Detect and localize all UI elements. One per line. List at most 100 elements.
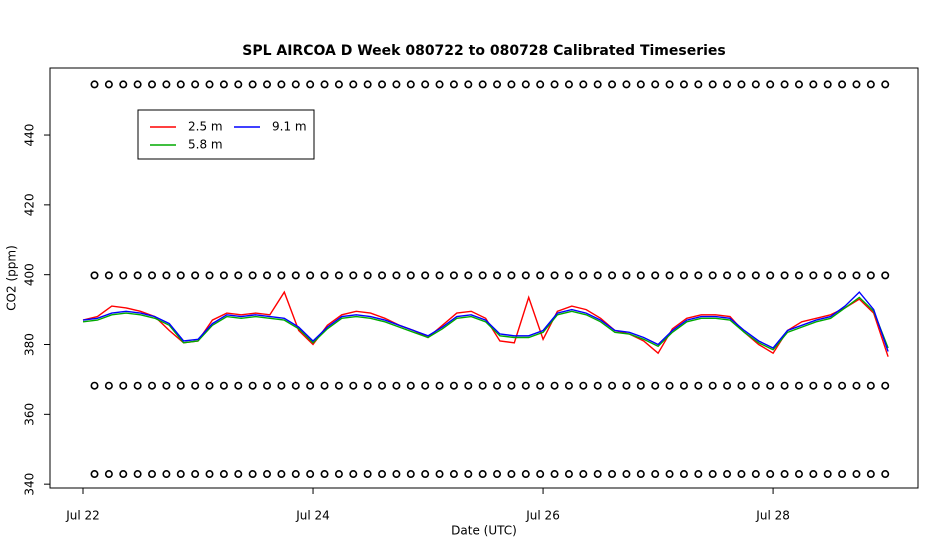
calibration-point (133, 470, 142, 479)
calibration-point (579, 271, 588, 280)
series-line (82, 296, 889, 351)
calibration-point (521, 381, 530, 390)
calibration-point (622, 381, 631, 390)
calibration-point (176, 470, 185, 479)
calibration-point (636, 271, 645, 280)
calibration-point (708, 381, 717, 390)
calibration-point (881, 381, 890, 390)
calibration-point (794, 381, 803, 390)
calibration-point (536, 381, 545, 390)
calibration-point (104, 271, 113, 280)
x-tick-label: Jul 26 (525, 509, 560, 523)
calibration-point (723, 80, 732, 89)
calibration-point (679, 271, 688, 280)
calibration-point (421, 80, 430, 89)
calibration-point (622, 80, 631, 89)
calibration-point (579, 381, 588, 390)
calibration-point (838, 470, 847, 479)
calibration-point (378, 80, 387, 89)
calibration-point (478, 80, 487, 89)
calibration-point (363, 271, 372, 280)
calibration-point (234, 80, 243, 89)
calibration-point (205, 80, 214, 89)
calibration-point (823, 271, 832, 280)
calibration-point (838, 271, 847, 280)
calibration-point (306, 381, 315, 390)
calibration-point (507, 271, 516, 280)
calibration-point (435, 80, 444, 89)
calibration-point (780, 470, 789, 479)
calibration-point (493, 470, 502, 479)
calibration-point (219, 80, 228, 89)
calibration-point (263, 381, 272, 390)
calibration-point (751, 470, 760, 479)
calibration-point (349, 80, 358, 89)
calibration-point (550, 271, 559, 280)
x-tick-label: Jul 24 (295, 509, 330, 523)
y-tick-label: 360 (23, 403, 37, 426)
calibration-point (104, 470, 113, 479)
calibration-point (866, 470, 875, 479)
calibration-point (536, 470, 545, 479)
calibration-point (464, 80, 473, 89)
calibration-point (435, 381, 444, 390)
calibration-point (306, 271, 315, 280)
legend-label: 9.1 m (272, 120, 307, 134)
calibration-point (133, 381, 142, 390)
y-tick-label: 340 (23, 473, 37, 496)
calibration-point (334, 470, 343, 479)
calibration-point (780, 80, 789, 89)
x-tick-label: Jul 22 (65, 509, 100, 523)
legend-label: 5.8 m (188, 138, 223, 152)
calibration-point (378, 271, 387, 280)
calibration-point (320, 470, 329, 479)
calibration-point (392, 381, 401, 390)
legend: 2.5 m 5.8 m 9.1 m (137, 109, 315, 160)
calibration-point (277, 80, 286, 89)
calibration-point (234, 271, 243, 280)
calibration-point (263, 271, 272, 280)
calibration-point (148, 470, 157, 479)
calibration-point (449, 80, 458, 89)
calibration-point (737, 470, 746, 479)
calibration-point (723, 470, 732, 479)
calibration-point (507, 381, 516, 390)
calibration-point (219, 271, 228, 280)
calibration-point (593, 80, 602, 89)
calibration-point (148, 271, 157, 280)
calibration-point (766, 381, 775, 390)
calibration-point (665, 381, 674, 390)
calibration-point (651, 271, 660, 280)
calibration-point (176, 381, 185, 390)
calibration-point (593, 271, 602, 280)
calibration-point (90, 470, 99, 479)
calibration-point (852, 80, 861, 89)
calibration-point (478, 470, 487, 479)
calibration-point (378, 381, 387, 390)
calibration-point (90, 381, 99, 390)
calibration-point (622, 271, 631, 280)
calibration-point (406, 80, 415, 89)
calibration-point (608, 470, 617, 479)
calibration-point (564, 381, 573, 390)
calibration-point (248, 80, 257, 89)
calibration-point (162, 271, 171, 280)
calibration-point (205, 271, 214, 280)
calibration-point (823, 80, 832, 89)
calibration-point (593, 381, 602, 390)
calibration-point (176, 271, 185, 280)
calibration-point (449, 470, 458, 479)
calibration-point (708, 271, 717, 280)
calibration-point (219, 381, 228, 390)
calibration-point (277, 271, 286, 280)
y-tick-label: 420 (23, 193, 37, 216)
calibration-point (651, 381, 660, 390)
calibration-point (881, 470, 890, 479)
y-axis-label: CO2 (ppm) (5, 245, 19, 311)
calibration-point (838, 80, 847, 89)
calibration-point (263, 80, 272, 89)
calibration-point (191, 271, 200, 280)
calibration-point (90, 80, 99, 89)
calibration-point (823, 470, 832, 479)
calibration-point (852, 381, 861, 390)
